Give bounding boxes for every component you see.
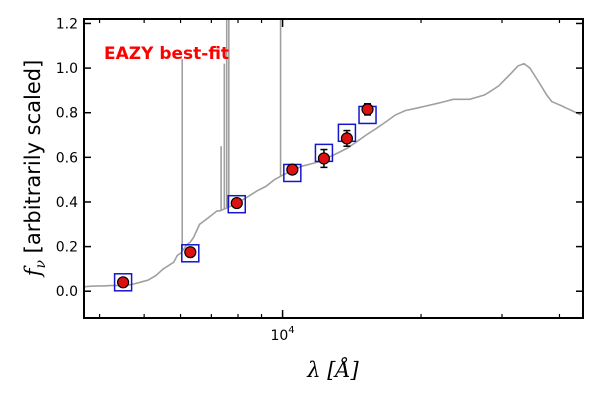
- y-tick-label: 0.0: [56, 284, 78, 300]
- y-axis-label-rest: [arbitrarily scaled]: [21, 60, 45, 260]
- template-spectrum-line: [83, 62, 582, 288]
- observed-flux-point: [317, 152, 331, 165]
- y-tick-label: 0.4: [56, 195, 78, 211]
- x-tick-label: 104: [270, 325, 294, 344]
- y-tick-label: 1.2: [56, 16, 78, 32]
- observed-flux-point: [361, 103, 374, 116]
- y-tick-label: 0.8: [56, 106, 78, 122]
- x-axis-label: λ [Å]: [306, 357, 359, 382]
- x-tick-label-exponent: 4: [288, 325, 294, 336]
- observed-flux-point: [184, 246, 197, 259]
- annotation-label: EAZY best-fit: [104, 44, 229, 64]
- y-axis-label-var: f: [21, 265, 45, 278]
- y-axis-label-group: fν [arbitrarily scaled]: [21, 60, 49, 279]
- y-tick-label: 0.6: [56, 150, 78, 166]
- y-axis-label: fν [arbitrarily scaled]: [21, 60, 49, 279]
- plot-frame: [83, 18, 584, 319]
- observed-flux-point: [116, 276, 130, 289]
- y-tick-label: 1.0: [56, 61, 78, 77]
- model-flux-box: [181, 244, 200, 263]
- model-flux-box: [227, 194, 247, 214]
- observed-flux-point: [340, 132, 354, 145]
- y-axis-label-sub: ν: [33, 260, 49, 269]
- tick-layer: 0.0 0.2 0.4 0.6 0.8 1.0 1.2 104: [56, 16, 583, 344]
- observed-flux-point: [286, 163, 299, 176]
- model-flux-box: [113, 273, 133, 292]
- data-layer: [83, 19, 582, 292]
- x-tick-label-base: 10: [270, 328, 288, 344]
- y-tick-label: 0.2: [56, 240, 78, 256]
- observed-flux-point: [230, 196, 243, 210]
